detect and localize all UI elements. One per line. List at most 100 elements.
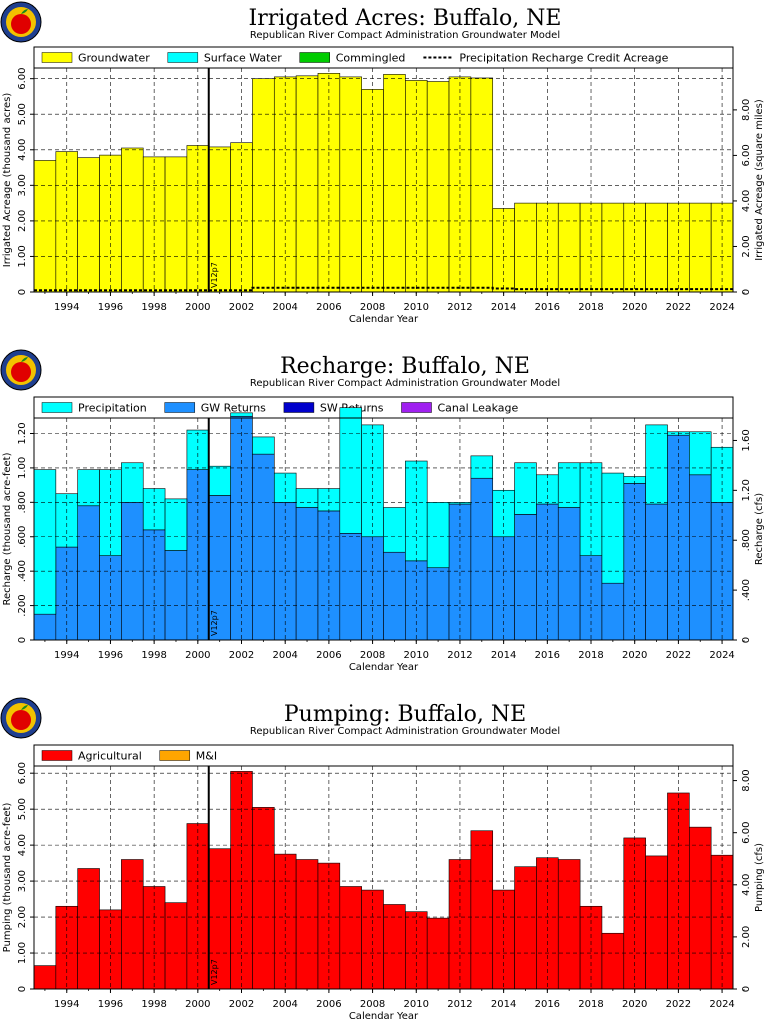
apple-logo-icon	[0, 697, 42, 739]
bar	[470, 77, 494, 293]
plot-frame	[33, 417, 734, 641]
bar	[426, 917, 450, 990]
x-tick-label: 2000	[185, 650, 210, 661]
y-tick-label: 0	[17, 637, 28, 643]
legend-label: Canal Leakage	[438, 402, 519, 415]
x-tick-label: 2022	[666, 650, 691, 661]
x-tick-label: 2024	[709, 650, 734, 661]
y-axis-label: Pumping (thousand acre-feet)	[2, 803, 13, 953]
chart-subtitle: Republican River Compact Administration …	[250, 378, 560, 389]
x-tick-label: 2010	[404, 650, 429, 661]
bar	[557, 462, 581, 508]
legend-swatch	[41, 52, 73, 63]
x-tick-label: 2016	[535, 999, 560, 1010]
bar	[601, 202, 625, 293]
legend-swatch	[299, 52, 330, 63]
legend-label: Commingled	[336, 52, 406, 65]
bar	[33, 965, 57, 990]
grid	[34, 766, 733, 989]
x-tick-label: 1998	[141, 650, 166, 661]
x-tick-label: 2016	[535, 302, 560, 313]
bar	[121, 859, 144, 990]
y-right-tick-label: .400	[741, 579, 752, 601]
plot-frame	[33, 67, 734, 293]
x-tick-label: 2002	[229, 302, 254, 313]
x-tick-label: 2022	[666, 302, 691, 313]
y-tick-label: 0	[17, 986, 28, 992]
bar	[33, 160, 57, 293]
bar	[601, 472, 625, 584]
y-tick-label: 1.00	[17, 457, 28, 479]
x-tick-label: 2002	[229, 650, 254, 661]
bar	[601, 582, 625, 641]
bar	[557, 202, 581, 293]
y-tick-label: 5.00	[17, 798, 28, 820]
legend-label: Groundwater	[78, 52, 150, 65]
x-tick-label: 1996	[98, 650, 123, 661]
y-right-tick-label: 1.60	[741, 429, 752, 451]
y-right-axis-label: Recharge (cfs)	[754, 493, 765, 565]
bar	[77, 469, 100, 507]
series-precipitation	[33, 407, 734, 615]
bar	[557, 507, 581, 641]
legend-swatch	[41, 402, 73, 413]
bar	[470, 455, 494, 479]
y-tick-label: 1.00	[17, 245, 28, 267]
y-right-tick-label: 6.00	[741, 144, 752, 166]
x-tick-label: 2020	[622, 302, 647, 313]
bar	[383, 551, 406, 641]
chart-title: Irrigated Acres: Buffalo, NE	[249, 6, 562, 31]
x-tick-label: 2010	[404, 302, 429, 313]
bar	[230, 412, 253, 417]
x-tick-label: 2012	[447, 650, 472, 661]
y-right-tick-label: 0	[741, 637, 752, 643]
bar	[383, 507, 406, 553]
y-tick-label: .200	[17, 594, 28, 616]
bar	[514, 866, 537, 990]
y-tick-label: .800	[17, 491, 28, 513]
bar	[426, 81, 450, 293]
bar	[33, 613, 57, 641]
y-tick-label: 5.00	[17, 103, 28, 125]
y-tick-label: 6.00	[17, 762, 28, 784]
bar	[208, 465, 231, 496]
bar	[361, 889, 384, 990]
x-tick-label: 2006	[316, 650, 341, 661]
y-right-axis-label: Irrigated Acreage (square miles)	[754, 99, 765, 261]
y-tick-label: 3.00	[17, 870, 28, 892]
version-marker-label: V12p7	[210, 610, 219, 636]
x-tick-label: 2012	[447, 302, 472, 313]
x-tick-label: 2014	[491, 302, 516, 313]
x-tick-label: 2018	[578, 302, 603, 313]
x-tick-label: 2008	[360, 999, 385, 1010]
apple-logo-icon	[0, 349, 42, 391]
legend-swatch	[167, 52, 199, 63]
x-tick-label: 1996	[98, 999, 123, 1010]
legend-swatch	[401, 402, 432, 413]
bar	[164, 550, 188, 641]
y-right-tick-label: 8.00	[741, 99, 752, 121]
y-tick-label: 6.00	[17, 68, 28, 90]
bar	[601, 932, 625, 990]
logo-leaf	[21, 9, 28, 14]
legend-label: Precipitation	[78, 402, 147, 415]
x-tick-label: 1998	[141, 999, 166, 1010]
bar	[470, 830, 494, 990]
bar	[426, 567, 450, 641]
legend-item: M&I	[159, 750, 217, 763]
bar	[295, 75, 319, 293]
y-right-axis-label: Pumping (cfs)	[754, 843, 765, 912]
x-tick-label: 2006	[316, 302, 341, 313]
bar	[295, 859, 319, 990]
x-tick-label: 2010	[404, 999, 429, 1010]
legend-label: Surface Water	[204, 52, 282, 65]
y-right-tick-label: 1.20	[741, 479, 752, 501]
legend-swatch	[164, 402, 196, 413]
bar	[426, 502, 450, 569]
y-right-tick-label: 8.00	[741, 769, 752, 791]
x-tick-label: 2004	[272, 302, 297, 313]
bar	[252, 78, 275, 293]
legend-label: Precipitation Recharge Credit Acreage	[459, 52, 668, 65]
x-tick-label: 2014	[491, 650, 516, 661]
